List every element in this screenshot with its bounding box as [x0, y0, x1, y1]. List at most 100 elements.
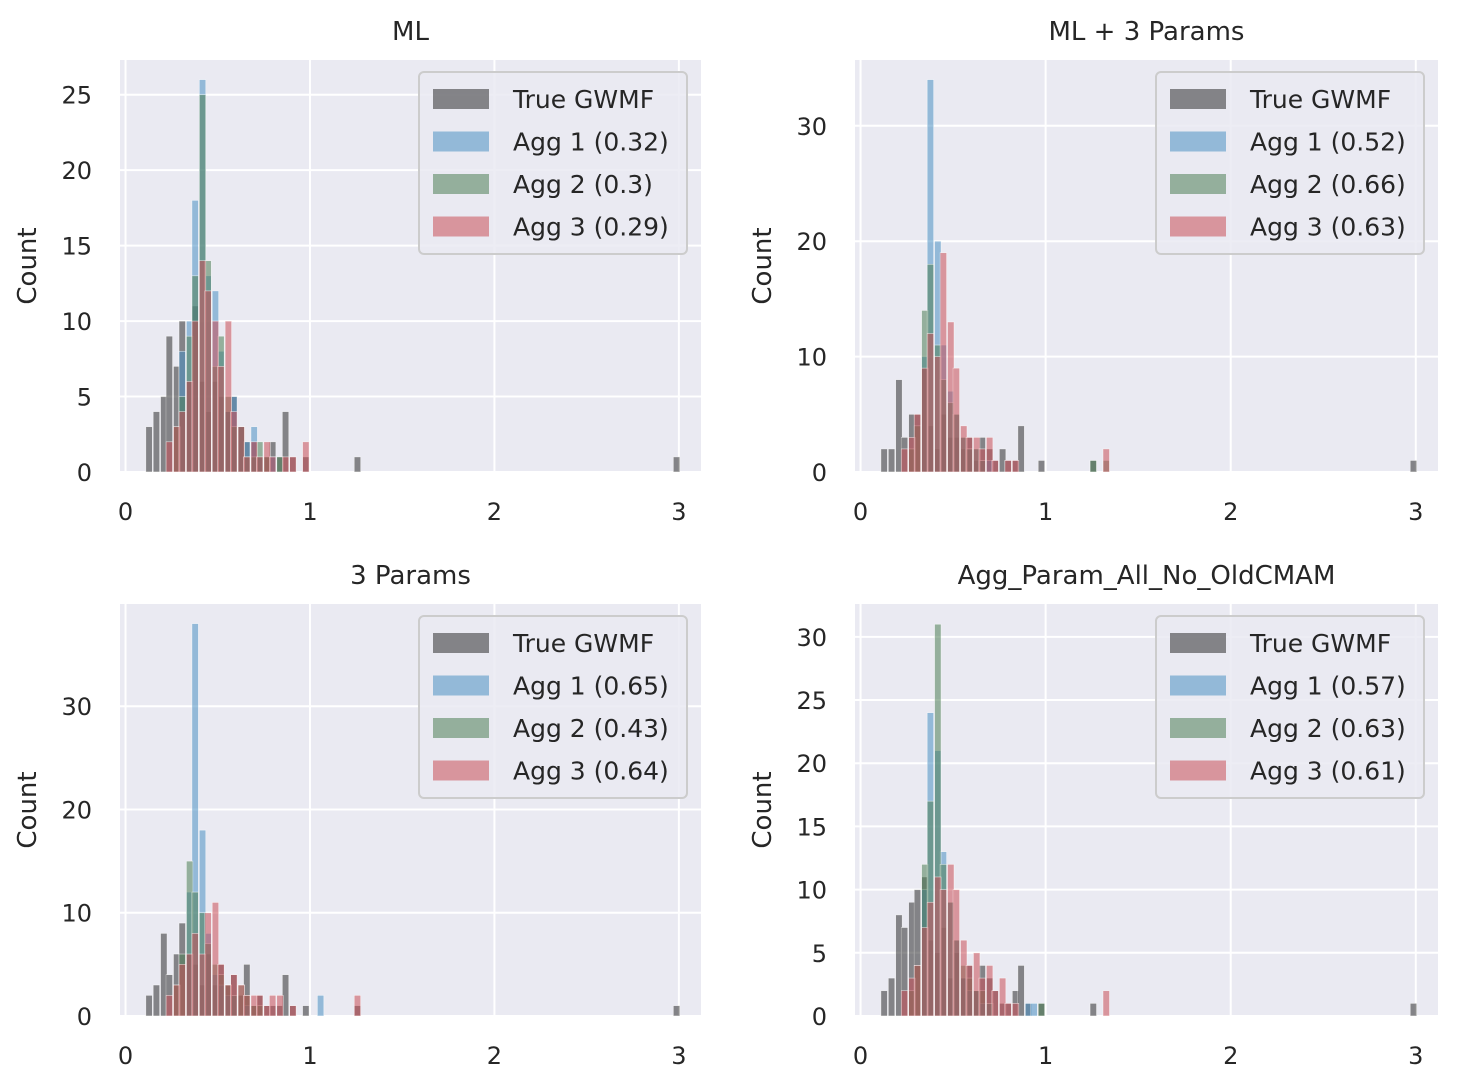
legend-box [418, 71, 688, 255]
legend-swatch [1170, 633, 1226, 653]
histogram-bar [269, 456, 277, 473]
histogram-bar [256, 995, 264, 1017]
legend: True GWMF Agg 1 (0.52) Agg 2 (0.66) Agg 3 (… [1155, 71, 1425, 255]
histogram-bar [1409, 460, 1418, 473]
legend-swatch [1170, 174, 1226, 194]
x-tick-label: 3 [671, 1042, 686, 1070]
series-4 [900, 252, 1110, 473]
legend-swatch [1170, 216, 1226, 237]
y-tick-label: 10 [796, 344, 827, 372]
histogram-bar [217, 964, 225, 1017]
histogram-bar [939, 889, 947, 1017]
histogram-bar [673, 1005, 681, 1017]
legend-box [418, 615, 688, 799]
legend-box [1155, 71, 1425, 255]
x-tick-label: 0 [853, 498, 868, 526]
y-tick-label: 0 [77, 459, 92, 487]
subplot-4: 0 1 2 3051015202530Agg_Param_All_No_OldCMAM… [748, 561, 1438, 1070]
histogram-bar [269, 995, 277, 1017]
legend-label: Agg 3 (0.29) [513, 213, 669, 242]
histogram-bar [204, 912, 212, 1017]
series-4 [900, 864, 1110, 1017]
histogram-bar [211, 902, 219, 1017]
y-tick-label: 0 [77, 1003, 92, 1031]
y-tick-label: 20 [61, 157, 92, 185]
histogram-bar [999, 977, 1007, 1017]
legend-swatch [1170, 675, 1226, 696]
x-tick-label: 2 [1223, 498, 1238, 526]
legend-label: Agg 2 (0.63) [1250, 714, 1406, 743]
y-tick-label: 20 [61, 796, 92, 824]
histogram-bar [991, 460, 999, 473]
histogram-bar [926, 901, 934, 1017]
histogram-bar [952, 367, 960, 473]
legend-swatch [433, 675, 489, 696]
histogram-bar [888, 977, 896, 1017]
histogram-bar [1004, 460, 1012, 473]
histogram-bar [191, 933, 199, 1017]
histogram-bar [900, 990, 909, 1017]
histogram-bar [888, 448, 896, 473]
legend-swatch [433, 633, 489, 653]
legend: True GWMF Agg 1 (0.32) Agg 2 (0.3) Agg 3 (0… [418, 71, 688, 255]
histogram-bar [289, 456, 297, 473]
legend: True GWMF Agg 1 (0.57) Agg 2 (0.63) Agg 3 (… [1155, 615, 1425, 799]
histogram-bar [302, 441, 310, 473]
subplot-1: 0 1 2 3 0 5 10 15 20 25 ML Count True GWMF Agg 1 (0.3… [13, 17, 701, 526]
histogram-bar [1037, 1003, 1046, 1017]
histogram-bar [152, 411, 160, 473]
histogram-bar [178, 964, 186, 1017]
histogram-bar [302, 1005, 310, 1017]
y-tick-label: 15 [796, 813, 827, 841]
legend-swatch [433, 89, 489, 109]
y-tick-label: 30 [796, 624, 827, 652]
legend-label: Agg 2 (0.3) [513, 170, 653, 199]
histogram-bar [1037, 460, 1046, 473]
x-tick-label: 0 [118, 498, 133, 526]
y-tick-label: 20 [796, 750, 827, 778]
y-tick-label: 25 [796, 687, 827, 715]
legend-label: True GWMF [512, 85, 654, 114]
x-tick-label: 1 [1038, 498, 1053, 526]
histogram-bar [230, 411, 238, 473]
legend-swatch [1170, 760, 1226, 781]
histogram-bar [256, 456, 264, 473]
legend-label: True GWMF [512, 629, 654, 658]
histogram-bar [1089, 1003, 1097, 1017]
y-tick-label: 20 [796, 228, 827, 256]
histogram-bar [217, 366, 225, 473]
histogram-bar [1012, 460, 1020, 473]
x-tick-label: 0 [118, 1042, 133, 1070]
histogram-bar [913, 413, 922, 473]
histogram-bar [1102, 448, 1110, 473]
histogram-bar [900, 448, 909, 473]
histogram-bar [204, 290, 212, 473]
legend-label: Agg 3 (0.63) [1250, 213, 1406, 242]
histogram-bar [880, 990, 888, 1017]
legend-swatch [1170, 131, 1226, 152]
x-tick-label: 1 [302, 1042, 317, 1070]
histogram-bar [991, 990, 999, 1017]
histogram-bar [673, 456, 681, 473]
histogram-bar [965, 437, 973, 473]
y-tick-label: 0 [812, 1003, 827, 1031]
histogram-bar [178, 411, 186, 473]
histogram-bar [152, 984, 160, 1017]
legend-label: Agg 1 (0.57) [1250, 672, 1406, 701]
y-tick-label: 10 [796, 877, 827, 905]
histogram-bar [939, 252, 947, 473]
legend-swatch [433, 760, 489, 781]
histogram-bar [165, 995, 173, 1017]
histogram-bar [224, 320, 232, 473]
histogram-bar [986, 437, 994, 473]
histogram-bar [952, 889, 960, 1017]
subplot-title: Agg_Param_All_No_OldCMAM [958, 561, 1336, 591]
x-tick-label: 1 [1038, 1042, 1053, 1070]
y-tick-label: 30 [61, 693, 92, 721]
histogram-bar [282, 456, 290, 473]
y-tick-label: 30 [796, 113, 827, 141]
histogram-bar [276, 995, 284, 1017]
